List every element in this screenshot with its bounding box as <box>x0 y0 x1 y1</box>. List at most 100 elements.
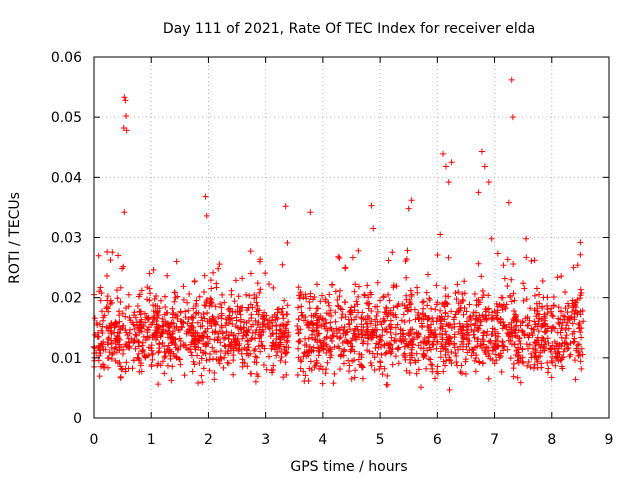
data-point <box>170 309 177 316</box>
data-point <box>142 337 149 344</box>
data-point <box>258 342 265 349</box>
data-point <box>223 328 230 335</box>
data-point <box>339 311 346 318</box>
data-point <box>579 351 586 358</box>
data-point <box>514 333 521 340</box>
data-point <box>507 294 514 301</box>
data-point <box>580 318 587 325</box>
data-point <box>211 336 218 343</box>
data-point <box>428 321 435 328</box>
data-point <box>499 339 506 346</box>
data-point <box>433 345 440 352</box>
data-point <box>479 360 486 367</box>
data-point <box>323 325 330 332</box>
data-point <box>164 272 171 279</box>
data-point <box>155 381 162 388</box>
data-point <box>504 346 511 353</box>
data-point <box>323 366 330 373</box>
data-point <box>527 305 534 312</box>
data-point <box>154 362 161 369</box>
data-point <box>177 308 184 315</box>
data-point <box>225 331 232 338</box>
data-point <box>108 340 115 347</box>
data-point <box>134 303 141 310</box>
data-point <box>300 368 307 375</box>
y-tick-label: 0.03 <box>51 231 82 247</box>
data-point <box>162 293 168 300</box>
data-point <box>420 316 427 323</box>
data-point <box>437 307 444 314</box>
data-point <box>203 357 210 364</box>
data-point <box>136 293 143 300</box>
data-point <box>202 193 209 200</box>
data-point <box>372 316 379 323</box>
data-point <box>508 298 515 305</box>
data-point <box>550 303 557 310</box>
data-point <box>388 324 395 331</box>
data-point <box>179 324 186 331</box>
data-point <box>380 293 387 300</box>
data-point <box>513 347 520 354</box>
data-point <box>507 355 514 362</box>
data-point <box>510 290 517 297</box>
data-point <box>439 300 446 307</box>
data-point <box>308 312 315 319</box>
data-point <box>480 338 487 345</box>
data-point <box>262 323 269 330</box>
data-point <box>163 321 170 328</box>
data-point <box>367 359 374 366</box>
data-point <box>204 325 211 332</box>
data-point <box>549 357 556 364</box>
data-point <box>558 325 565 332</box>
data-point <box>230 352 237 359</box>
data-point <box>451 323 458 330</box>
data-point <box>263 312 270 319</box>
data-point <box>256 326 263 333</box>
data-point <box>307 358 314 365</box>
data-point <box>534 334 541 341</box>
data-point <box>239 356 246 363</box>
data-point <box>377 363 384 370</box>
data-point <box>420 345 427 352</box>
data-point <box>157 297 164 304</box>
data-point <box>191 336 198 343</box>
data-point <box>101 364 108 371</box>
data-point <box>494 309 501 316</box>
data-point <box>328 326 335 333</box>
data-point <box>549 342 556 349</box>
data-point <box>348 343 355 350</box>
data-point <box>178 323 185 330</box>
data-point <box>524 314 531 321</box>
data-point <box>371 366 378 373</box>
data-point <box>108 330 115 337</box>
data-point <box>106 349 113 356</box>
data-point <box>255 343 262 350</box>
data-point <box>403 292 410 299</box>
data-point <box>295 315 302 322</box>
data-point <box>318 316 325 323</box>
data-point <box>390 304 397 311</box>
data-point <box>558 356 565 363</box>
data-point <box>316 337 323 344</box>
data-point <box>342 331 349 338</box>
data-point <box>414 334 421 341</box>
data-point <box>364 313 371 320</box>
data-point <box>459 332 466 339</box>
data-point <box>191 278 198 285</box>
data-point <box>539 347 546 354</box>
data-point <box>432 375 439 382</box>
data-point <box>297 326 304 333</box>
data-point <box>162 353 169 360</box>
data-point <box>327 307 334 314</box>
data-point <box>513 322 520 329</box>
data-point <box>306 305 313 312</box>
data-point <box>153 318 160 325</box>
data-point <box>255 319 262 326</box>
data-point <box>211 329 218 336</box>
data-point <box>198 314 205 321</box>
data-point <box>252 353 259 360</box>
data-point <box>451 331 458 338</box>
data-point <box>239 363 246 370</box>
data-point <box>442 163 449 170</box>
data-point <box>233 317 240 324</box>
